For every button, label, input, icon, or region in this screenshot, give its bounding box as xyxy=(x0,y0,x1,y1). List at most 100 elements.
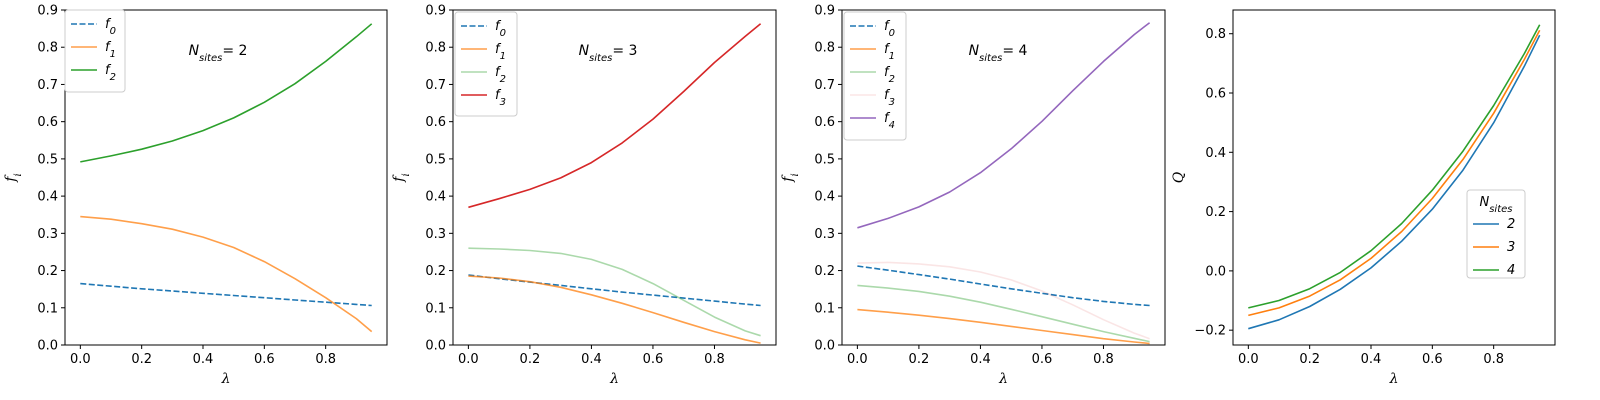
x-tick-label: 0.2 xyxy=(1299,352,1320,367)
y-tick-label: 0.1 xyxy=(37,301,58,316)
y-tick-label: 0.5 xyxy=(425,152,446,167)
x-axis-label: λ xyxy=(1389,371,1399,387)
y-tick-label: 0.2 xyxy=(814,264,835,279)
legend-box xyxy=(1466,189,1526,279)
series-line-2 xyxy=(1248,34,1541,330)
legend-entry: f1 xyxy=(105,40,116,60)
y-tick-label: 0.7 xyxy=(814,78,835,93)
legend-title: Nsites xyxy=(1479,195,1512,215)
y-tick-label: 0.9 xyxy=(37,4,58,19)
x-tick-label: 0.0 xyxy=(847,352,868,367)
y-tick-label: 0.7 xyxy=(37,78,58,93)
x-tick-label: 0.4 xyxy=(581,352,602,367)
y-tick-label: −0.2 xyxy=(1194,324,1226,339)
y-tick-label: 0.0 xyxy=(814,339,835,354)
x-tick-label: 0.0 xyxy=(458,352,479,367)
x-tick-label: 0.8 xyxy=(1483,352,1504,367)
axes-frame xyxy=(64,9,388,346)
y-tick-label: 0.1 xyxy=(814,301,835,316)
y-tick-label: 0.0 xyxy=(1205,264,1226,279)
x-axis-label: λ xyxy=(998,371,1008,387)
y-tick-label: 0.6 xyxy=(425,115,446,130)
legend-box xyxy=(454,11,518,117)
x-tick-label: 0.0 xyxy=(1238,352,1259,367)
y-tick-label: 0.3 xyxy=(814,227,835,242)
axes-frame xyxy=(841,9,1166,346)
legend-entry: f4 xyxy=(884,111,895,131)
subplot-2: 0.0 0.2 0.4 0.6 0.8 0.0 0.1 0.2 0.3 0.4 0.5 0.6 0.7 0… xyxy=(391,4,777,387)
x-tick-label: 0.6 xyxy=(1422,352,1443,367)
x-tick-label: 0.4 xyxy=(970,352,991,367)
subplot-1: 0.0 0.2 0.4 0.6 0.8 0.0 0.1 0.2 0.3 0.4 0.5 0.6 0.7 0… xyxy=(3,4,388,387)
x-tick-label: 0.4 xyxy=(193,352,214,367)
annotation-nsites: Nsites= 2 xyxy=(189,43,248,64)
y-tick-label: 0.2 xyxy=(37,264,58,279)
series-line-f3 xyxy=(468,23,762,209)
legend-entry: f0 xyxy=(884,19,895,39)
annotation-nsites: Nsites= 4 xyxy=(969,43,1028,64)
series-line-f1 xyxy=(80,215,373,333)
legend-entry: 4 xyxy=(1507,263,1515,278)
series-line-f2 xyxy=(468,247,761,337)
y-tick-label: 0.4 xyxy=(425,190,446,205)
series-line-4 xyxy=(1248,24,1541,309)
y-tick-label: 0.2 xyxy=(1205,205,1226,220)
series-line-f3 xyxy=(857,261,1150,340)
axes-frame xyxy=(452,9,777,346)
legend-entry: f2 xyxy=(105,63,116,83)
y-tick-label: 0.8 xyxy=(814,41,835,56)
y-tick-label: 0.5 xyxy=(37,152,58,167)
y-tick-label: 0.3 xyxy=(425,227,446,242)
annotation-nsites: Nsites= 3 xyxy=(579,43,638,64)
y-tick-label: 0.9 xyxy=(814,4,835,19)
x-tick-label: 0.0 xyxy=(70,352,91,367)
x-tick-label: 0.8 xyxy=(704,352,725,367)
y-tick-label: 0.8 xyxy=(425,41,446,56)
legend-entry: f1 xyxy=(495,42,506,62)
x-tick-label: 0.6 xyxy=(1032,352,1053,367)
y-axis-label: fi xyxy=(3,173,24,182)
legend-entry: f0 xyxy=(105,17,116,37)
subplot-4: 0.0 0.2 0.4 0.6 0.8 −0.2 0.0 0.2 0.4 0.6 0.8 λ Q Nsit… xyxy=(1171,9,1556,387)
y-tick-label: 0.4 xyxy=(814,190,835,205)
legend-entry: f3 xyxy=(495,88,506,108)
legend: f0 f1 f2 xyxy=(64,9,126,93)
y-tick-label: 0.4 xyxy=(1205,146,1226,161)
x-tick-label: 0.6 xyxy=(643,352,664,367)
legend-entry: f3 xyxy=(884,88,895,108)
x-tick-label: 0.8 xyxy=(1093,352,1114,367)
x-tick-label: 0.2 xyxy=(131,352,152,367)
y-tick-label: 0.9 xyxy=(425,4,446,19)
y-tick-label: 0.5 xyxy=(814,152,835,167)
y-tick-label: 0.4 xyxy=(37,190,58,205)
legend-box xyxy=(843,11,907,141)
legend: f0 f1 f2 f3 f4 xyxy=(843,11,907,141)
legend-entry: f0 xyxy=(495,19,506,39)
y-tick-label: 0.6 xyxy=(814,115,835,130)
y-tick-label: 0.8 xyxy=(37,41,58,56)
axes-frame xyxy=(1232,9,1556,346)
series-line-f2 xyxy=(80,23,373,163)
series-line-3 xyxy=(1248,29,1541,317)
legend-box xyxy=(64,9,126,93)
legend: Nsites 2 3 4 xyxy=(1466,189,1526,279)
series-line-f1 xyxy=(468,275,761,344)
y-tick-label: 0.6 xyxy=(1205,87,1226,102)
x-tick-label: 0.4 xyxy=(1361,352,1382,367)
legend: f0 f1 f2 f3 xyxy=(454,11,518,117)
x-axis-label: λ xyxy=(221,371,231,387)
y-tick-label: 0.2 xyxy=(425,264,446,279)
y-tick-label: 0.0 xyxy=(37,339,58,354)
y-axis-label: fi xyxy=(391,173,412,182)
y-axis-label: Q xyxy=(1171,171,1187,183)
y-tick-label: 0.0 xyxy=(425,339,446,354)
legend-entry: f2 xyxy=(495,65,506,85)
series-line-f0 xyxy=(80,282,372,307)
x-tick-label: 0.2 xyxy=(520,352,541,367)
y-tick-label: 0.1 xyxy=(425,301,446,316)
series-line-f1 xyxy=(857,308,1150,345)
y-tick-label: 0.8 xyxy=(1205,27,1226,42)
subplot-3: 0.0 0.2 0.4 0.6 0.8 0.0 0.1 0.2 0.3 0.4 0.5 0.6 0.7 0… xyxy=(780,4,1166,387)
y-tick-label: 0.6 xyxy=(37,115,58,130)
